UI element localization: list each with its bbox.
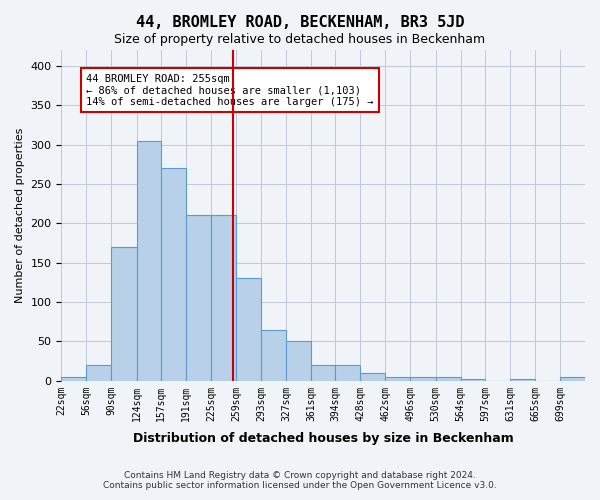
Bar	[335, 365, 361, 381]
Bar	[86, 365, 112, 381]
Bar	[361, 373, 385, 381]
Bar	[186, 216, 211, 381]
Bar	[410, 377, 436, 381]
Bar	[560, 377, 585, 381]
Bar	[236, 278, 261, 381]
Bar	[112, 247, 137, 381]
Bar	[311, 365, 335, 381]
Bar	[286, 342, 311, 381]
X-axis label: Distribution of detached houses by size in Beckenham: Distribution of detached houses by size …	[133, 432, 514, 445]
Bar	[385, 377, 410, 381]
Bar	[510, 379, 535, 381]
Bar	[161, 168, 186, 381]
Text: Contains HM Land Registry data © Crown copyright and database right 2024.
Contai: Contains HM Land Registry data © Crown c…	[103, 470, 497, 490]
Bar	[137, 140, 161, 381]
Bar	[461, 379, 485, 381]
Bar	[436, 377, 461, 381]
Bar	[261, 330, 286, 381]
Bar	[211, 216, 236, 381]
Text: Size of property relative to detached houses in Beckenham: Size of property relative to detached ho…	[115, 32, 485, 46]
Text: 44, BROMLEY ROAD, BECKENHAM, BR3 5JD: 44, BROMLEY ROAD, BECKENHAM, BR3 5JD	[136, 15, 464, 30]
Text: 44 BROMLEY ROAD: 255sqm
← 86% of detached houses are smaller (1,103)
14% of semi: 44 BROMLEY ROAD: 255sqm ← 86% of detache…	[86, 74, 374, 107]
Bar	[61, 377, 86, 381]
Y-axis label: Number of detached properties: Number of detached properties	[15, 128, 25, 303]
